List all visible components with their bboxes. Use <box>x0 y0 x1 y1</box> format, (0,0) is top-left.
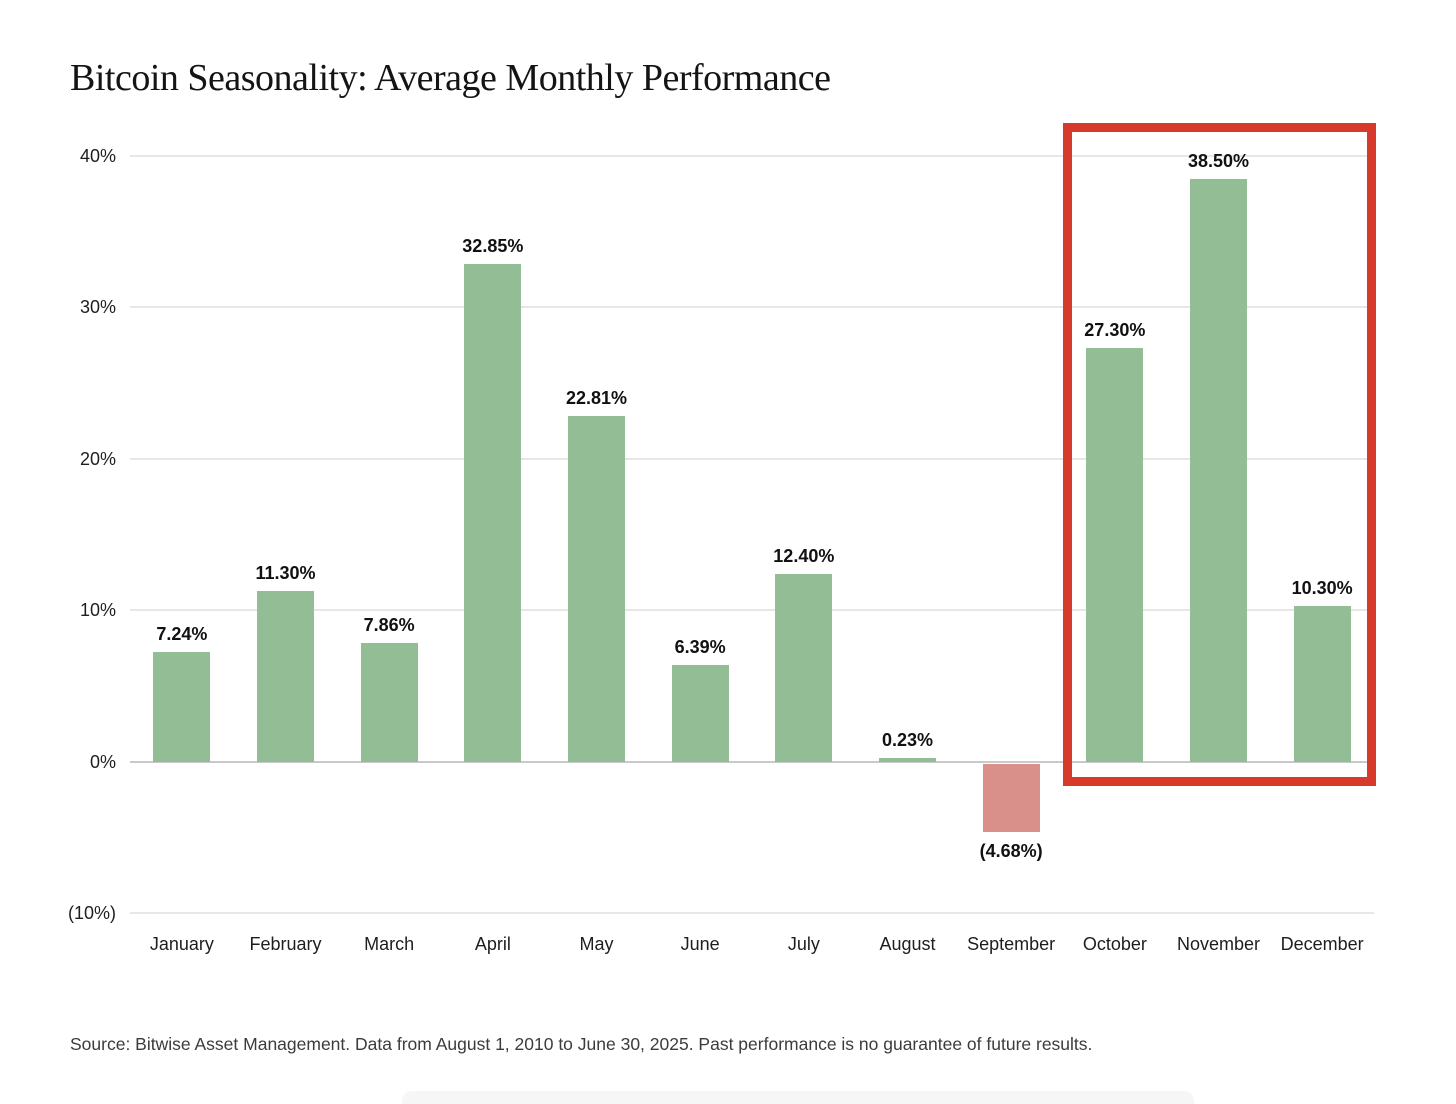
bar-value-september: (4.68%) <box>979 841 1043 862</box>
bar-october <box>1086 348 1144 762</box>
bar-value-march: 7.86% <box>363 614 415 635</box>
bottom-card-edge <box>402 1091 1194 1104</box>
bar-august <box>879 758 936 762</box>
x-axis-label-may: May <box>579 934 614 954</box>
chart-plot: 40% 30% 20% 10% 0% (10%) 7.24% January 11.30% Feb… <box>68 123 1376 954</box>
bar-june <box>671 664 729 762</box>
bar-january <box>153 651 211 762</box>
bar-may <box>568 416 625 762</box>
bar-value-april: 32.85% <box>462 236 524 257</box>
x-axis-label-december: December <box>1280 934 1364 954</box>
bar-value-december: 10.30% <box>1291 577 1353 598</box>
grid-line-0 <box>130 760 1374 763</box>
bar-july <box>775 573 833 762</box>
bar-december <box>1293 605 1351 762</box>
grid-line-40 <box>130 155 1374 157</box>
y-axis-label: 20% <box>79 448 116 469</box>
bar-september <box>982 763 1040 833</box>
source-note: Source: Bitwise Asset Management. Data f… <box>70 1034 1093 1054</box>
x-axis-label-august: August <box>879 934 936 954</box>
bar-value-october: 27.30% <box>1084 320 1146 341</box>
grid-line-20 <box>130 457 1374 460</box>
y-axis-label: 0% <box>89 751 116 772</box>
y-axis-label: 30% <box>79 297 116 318</box>
grid-line-30 <box>130 306 1374 309</box>
highlight-box-q4 <box>1063 123 1376 786</box>
x-axis-label-april: April <box>474 934 511 954</box>
x-axis-label-june: June <box>680 934 720 954</box>
grid-line-10 <box>130 912 1374 914</box>
bar-february <box>257 590 314 762</box>
bar-value-july: 12.40% <box>773 545 835 566</box>
bar-value-may: 22.81% <box>565 388 628 409</box>
x-axis-label-january: January <box>149 934 214 954</box>
x-axis-label-july: July <box>787 934 820 954</box>
y-axis-label: (10%) <box>67 903 116 923</box>
x-axis-label-february: February <box>249 934 322 954</box>
bar-value-june: 6.39% <box>674 636 726 657</box>
bar-november <box>1190 178 1247 762</box>
x-axis-label-september: September <box>967 934 1056 954</box>
bar-value-august: 0.23% <box>881 730 934 751</box>
bar-value-november: 38.50% <box>1187 150 1250 171</box>
bar-april <box>464 264 522 762</box>
bar-value-february: 11.30% <box>255 562 316 583</box>
bar-value-january: 7.24% <box>156 623 208 644</box>
bar-march <box>360 642 418 762</box>
grid-line-10 <box>130 609 1374 612</box>
y-axis-label: 40% <box>79 146 116 166</box>
x-axis-label-march: March <box>364 934 415 954</box>
y-axis-label: 10% <box>79 600 116 621</box>
x-axis-label-november: November <box>1176 934 1261 954</box>
x-axis-label-october: October <box>1082 934 1147 954</box>
chart-title: Bitcoin Seasonality: Average Monthly Per… <box>70 57 831 99</box>
